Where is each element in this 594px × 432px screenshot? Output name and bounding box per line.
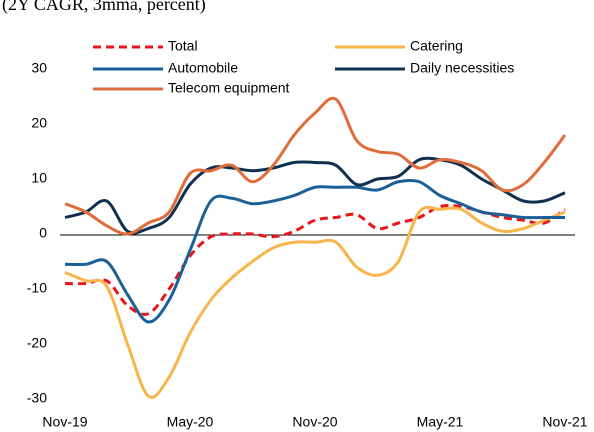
legend-label: Total — [168, 38, 198, 54]
x-tick-label: Nov-19 — [42, 414, 87, 430]
y-tick-label: 10 — [31, 170, 47, 186]
series-line — [64, 178, 565, 324]
series-line — [64, 203, 566, 316]
y-tick-label: 30 — [31, 60, 47, 76]
series-line — [64, 96, 567, 236]
legend-label: Catering — [410, 38, 463, 54]
y-tick-label: 20 — [31, 115, 47, 131]
legend-label: Daily necessities — [410, 60, 514, 76]
x-tick-label: Nov-20 — [292, 414, 337, 430]
y-tick-label: -30 — [27, 390, 47, 406]
x-tick-label: Nov-21 — [542, 414, 587, 430]
y-tick-label: -20 — [27, 335, 47, 351]
x-tick-label: May-21 — [417, 414, 464, 430]
series-line — [64, 156, 566, 235]
series-line — [64, 205, 566, 399]
chart-subtitle: (2Y CAGR, 3mma, percent) — [2, 0, 206, 15]
legend-label: Automobile — [168, 60, 238, 76]
x-tick-label: May-20 — [167, 414, 214, 430]
y-tick-label: 0 — [39, 225, 47, 241]
legend-label: Telecom equipment — [168, 80, 290, 96]
y-tick-label: -10 — [27, 280, 47, 296]
